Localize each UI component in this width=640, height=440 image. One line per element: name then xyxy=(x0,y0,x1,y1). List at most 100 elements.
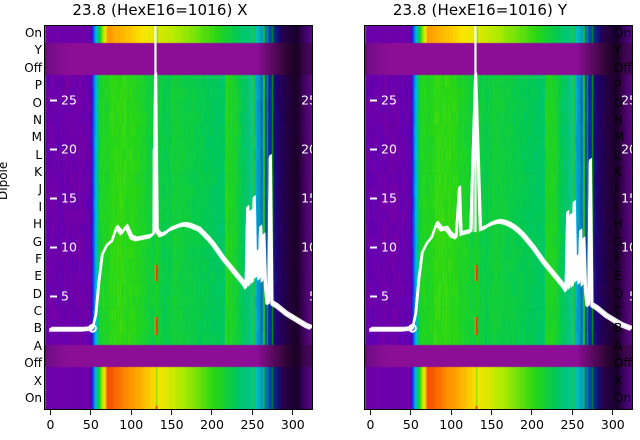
trace-start-marker xyxy=(88,323,97,333)
x-tick: 300 xyxy=(601,410,625,432)
row-label-left-0: On xyxy=(24,26,42,40)
y-tick-inner: 5 xyxy=(370,288,389,303)
trace-line xyxy=(51,72,313,328)
y-tick-dash xyxy=(50,148,57,151)
axis-spine-bottom xyxy=(364,409,633,410)
x-tick-label: 100 xyxy=(439,417,464,432)
y-tick-inner: 10 xyxy=(50,239,77,254)
row-label-left-9: J xyxy=(38,182,42,197)
panel-y-title: 23.8 (HexE16=1016) Y xyxy=(392,1,568,19)
y-tick-label: 5 xyxy=(381,288,389,304)
row-label-right-4: O xyxy=(614,95,624,110)
x-tick-mark xyxy=(531,410,533,415)
x-tick-mark xyxy=(491,410,493,415)
x-tick: 0 xyxy=(46,410,54,432)
axis-spine-top xyxy=(44,25,313,26)
y-tick-inner: 25 xyxy=(370,92,397,107)
x-tick: 200 xyxy=(200,410,224,432)
trace-start-marker xyxy=(408,323,417,333)
panel-y: 23.8 (HexE16=1016) Y 252015105252015105 … xyxy=(320,0,640,440)
x-tick: 100 xyxy=(119,410,143,432)
row-label-right-11: H xyxy=(614,217,624,232)
row-label-right-5: N xyxy=(614,112,623,127)
y-tick-label: 10 xyxy=(61,239,77,255)
y-tick-label: 25 xyxy=(381,92,397,108)
row-label-left-15: D xyxy=(32,286,42,301)
y-tick-label: 15 xyxy=(381,190,397,206)
row-label-right-14: E xyxy=(614,269,622,284)
x-tick-label: 50 xyxy=(402,417,419,432)
y-tick-dash xyxy=(370,197,377,200)
x-tick-label: 300 xyxy=(280,417,305,432)
row-label-right-19: Off xyxy=(614,356,632,371)
white-trace-overlay xyxy=(368,25,633,333)
y-tick-dash xyxy=(50,99,57,102)
row-label-right-6: M xyxy=(614,130,625,145)
x-tick: 100 xyxy=(439,410,463,432)
x-tick-mark xyxy=(130,410,132,415)
x-tick: 50 xyxy=(403,410,419,432)
row-label-left-6: M xyxy=(31,130,42,145)
axis-spine-left xyxy=(44,25,45,410)
row-label-left-5: N xyxy=(33,112,42,127)
y-tick-right: 5 xyxy=(309,288,313,303)
row-label-left-1: Y xyxy=(34,43,42,58)
axis-spine-bottom xyxy=(44,409,313,410)
x-tick: 150 xyxy=(160,410,184,432)
x-tick-label: 50 xyxy=(82,417,99,432)
panel-x-plot-area[interactable]: 25 20 15 10 5 25 20 15 10 5 xyxy=(44,25,313,410)
panel-x: 23.8 (HexE16=1016) X 252015105252015105 … xyxy=(44,1,313,432)
row-label-right-12: G xyxy=(614,234,624,249)
row-label-left-7: L xyxy=(35,147,42,162)
y-tick-label: 20 xyxy=(61,141,77,157)
row-label-left-18: A xyxy=(33,338,42,353)
row-label-right-13: F xyxy=(614,251,621,266)
row-label-right-7: L xyxy=(614,147,621,162)
y-tick-dash xyxy=(370,99,377,102)
x-tick-label: 150 xyxy=(479,417,504,432)
row-label-right-20: X xyxy=(614,373,623,388)
y-tick-right: 5 xyxy=(629,288,633,303)
axis-spine-right xyxy=(632,25,633,410)
y-tick-inner: 5 xyxy=(50,288,69,303)
y-tick-inner: 20 xyxy=(370,141,397,156)
x-tick: 0 xyxy=(366,410,374,432)
y-tick-inner: 25 xyxy=(50,92,77,107)
axis-spine-top xyxy=(364,25,633,26)
y-tick-dash xyxy=(370,295,377,298)
y-tick-label: 5 xyxy=(61,288,69,304)
panel-y-x-axis: 0 50 100 150 200 250 300 xyxy=(364,410,633,440)
trace-line xyxy=(371,72,633,328)
row-label-left-20: X xyxy=(33,373,42,388)
row-label-left-21: On xyxy=(24,391,42,405)
y-tick-right: 10 xyxy=(621,239,633,255)
panel-y-plot-area[interactable]: 25 20 15 10 5 25 20 15 10 5 xyxy=(364,25,633,410)
y-tick-label: 15 xyxy=(61,190,77,206)
row-label-left-14: E xyxy=(34,269,42,284)
trace-line xyxy=(368,76,631,332)
x-tick: 300 xyxy=(281,410,305,432)
y-tick-right: 10 xyxy=(301,239,313,255)
y-tick-label: 10 xyxy=(381,239,397,255)
x-tick: 250 xyxy=(240,410,264,432)
y-tick-inner: 15 xyxy=(370,190,397,205)
x-tick-label: 0 xyxy=(366,417,375,432)
x-tick-label: 300 xyxy=(600,417,625,432)
x-tick-mark xyxy=(49,410,51,415)
row-label-right-10: I xyxy=(614,199,618,214)
x-tick-label: 200 xyxy=(200,417,224,432)
y-tick-right: 20 xyxy=(621,141,633,157)
row-label-right-8: K xyxy=(614,165,622,180)
row-label-right-21: On xyxy=(614,391,632,405)
y-tick-dash xyxy=(50,295,57,298)
panel-x-title: 23.8 (HexE16=1016) X xyxy=(72,1,248,19)
y-tick-right: 25 xyxy=(621,92,633,108)
y-tick-dash xyxy=(370,246,377,249)
row-label-right-0: On xyxy=(614,26,632,40)
x-tick-mark xyxy=(251,410,253,415)
trace-line xyxy=(48,76,311,332)
x-tick-label: 200 xyxy=(520,417,544,432)
x-tick-mark xyxy=(571,410,573,415)
x-tick-mark xyxy=(211,410,213,415)
